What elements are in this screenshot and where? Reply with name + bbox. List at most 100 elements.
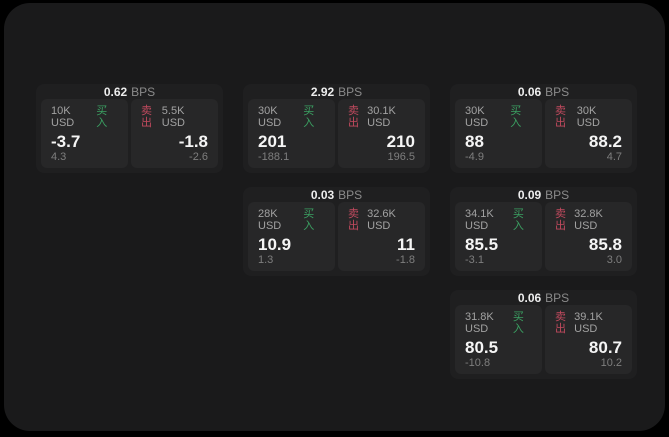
buy-side-label: 买入	[512, 208, 524, 232]
card-header: 2.92 BPS	[248, 84, 425, 99]
sell-amount: 32.6K USD	[367, 208, 396, 232]
sell-price: -1.8	[178, 132, 208, 151]
buy-price: 201	[258, 132, 287, 151]
sell-price: 210	[386, 132, 415, 151]
bps-value: 0.62	[103, 84, 128, 99]
buy-side-label: 买入	[303, 208, 315, 232]
sell-panel[interactable]: 卖出 32.6K USD 11 -1.8	[338, 202, 425, 271]
sell-panel[interactable]: 卖出 5.5K USD -1.8 -2.6	[131, 99, 218, 168]
sell-change: -2.6	[189, 151, 208, 163]
sell-panel[interactable]: 卖出 39.1K USD 80.7 10.2	[545, 305, 632, 374]
card-body: 28K USD 买入 10.9 1.3 卖出 32.6K USD 11 -1.8	[248, 202, 425, 271]
sell-panel-top: 卖出 5.5K USD	[141, 105, 208, 129]
bps-unit-label: BPS	[338, 187, 363, 202]
bps-unit-label: BPS	[338, 84, 363, 99]
sell-price: 88.2	[588, 132, 622, 151]
card-body: 34.1K USD 买入 85.5 -3.1 卖出 32.8K USD 85.8…	[455, 202, 632, 271]
buy-panel[interactable]: 28K USD 买入 10.9 1.3	[248, 202, 335, 271]
sell-panel[interactable]: 卖出 30K USD 88.2 4.7	[545, 99, 632, 168]
bps-unit-label: BPS	[545, 187, 570, 202]
sell-side-label: 卖出	[141, 105, 152, 129]
buy-price: 88	[465, 132, 484, 151]
quote-card: 0.62 BPS 10K USD 买入 -3.7 4.3 卖出 5.5K USD…	[36, 84, 223, 173]
sell-price: 11	[397, 235, 415, 254]
buy-side-label: 买入	[96, 105, 108, 129]
sell-panel-top: 卖出 32.6K USD	[348, 208, 415, 232]
buy-amount: 34.1K USD	[465, 208, 494, 232]
buy-panel[interactable]: 10K USD 买入 -3.7 4.3	[41, 99, 128, 168]
buy-panel-top: 10K USD 买入	[51, 105, 118, 129]
quote-card: 0.06 BPS 31.8K USD 买入 80.5 -10.8 卖出 39.1…	[450, 290, 637, 379]
buy-price: -3.7	[51, 132, 81, 151]
buy-side-label: 买入	[303, 105, 315, 129]
buy-panel-top: 28K USD 买入	[258, 208, 325, 232]
bps-value: 0.06	[517, 84, 542, 99]
buy-amount: 30K USD	[465, 105, 489, 129]
buy-amount: 10K USD	[51, 105, 75, 129]
card-header: 0.03 BPS	[248, 187, 425, 202]
sell-panel-top: 卖出 32.8K USD	[555, 208, 622, 232]
buy-change: -4.9	[465, 151, 484, 163]
bps-unit-label: BPS	[131, 84, 156, 99]
bps-unit-label: BPS	[545, 84, 570, 99]
sell-side-label: 卖出	[555, 105, 566, 129]
buy-panel-top: 30K USD 买入	[258, 105, 325, 129]
sell-change: 196.5	[387, 151, 415, 163]
bps-value: 0.06	[517, 290, 542, 305]
sell-amount: 5.5K USD	[161, 105, 186, 129]
buy-panel-top: 31.8K USD 买入	[465, 311, 532, 335]
buy-panel-top: 30K USD 买入	[465, 105, 532, 129]
quote-card: 2.92 BPS 30K USD 买入 201 -188.1 卖出 30.1K …	[243, 84, 430, 173]
buy-amount: 28K USD	[258, 208, 282, 232]
sell-price: 80.7	[588, 338, 622, 357]
card-body: 30K USD 买入 88 -4.9 卖出 30K USD 88.2 4.7	[455, 99, 632, 168]
card-header: 0.09 BPS	[455, 187, 632, 202]
sell-change: 3.0	[606, 254, 622, 266]
buy-panel[interactable]: 30K USD 买入 201 -188.1	[248, 99, 335, 168]
sell-amount: 39.1K USD	[574, 311, 603, 335]
sell-price: 85.8	[588, 235, 622, 254]
sell-panel-top: 卖出 30K USD	[555, 105, 622, 129]
buy-side-label: 买入	[510, 105, 522, 129]
buy-change: -10.8	[465, 357, 491, 369]
bps-value: 0.09	[517, 187, 542, 202]
card-body: 31.8K USD 买入 80.5 -10.8 卖出 39.1K USD 80.…	[455, 305, 632, 374]
sell-amount: 32.8K USD	[574, 208, 603, 232]
quote-card: 0.06 BPS 30K USD 买入 88 -4.9 卖出 30K USD 8…	[450, 84, 637, 173]
card-body: 30K USD 买入 201 -188.1 卖出 30.1K USD 210 1…	[248, 99, 425, 168]
buy-panel[interactable]: 34.1K USD 买入 85.5 -3.1	[455, 202, 542, 271]
buy-price: 80.5	[465, 338, 499, 357]
sell-panel-top: 卖出 30.1K USD	[348, 105, 415, 129]
card-body: 10K USD 买入 -3.7 4.3 卖出 5.5K USD -1.8 -2.…	[41, 99, 218, 168]
app-window: 0.62 BPS 10K USD 买入 -3.7 4.3 卖出 5.5K USD…	[4, 3, 665, 431]
buy-amount: 30K USD	[258, 105, 282, 129]
buy-side-label: 买入	[512, 311, 524, 335]
buy-panel[interactable]: 30K USD 买入 88 -4.9	[455, 99, 542, 168]
sell-side-label: 卖出	[555, 208, 566, 232]
buy-change: 4.3	[51, 151, 67, 163]
buy-price: 10.9	[258, 235, 292, 254]
bps-value: 0.03	[310, 187, 335, 202]
sell-panel[interactable]: 卖出 30.1K USD 210 196.5	[338, 99, 425, 168]
card-header: 0.06 BPS	[455, 290, 632, 305]
sell-change: 4.7	[606, 151, 622, 163]
card-header: 0.62 BPS	[41, 84, 218, 99]
sell-side-label: 卖出	[555, 311, 566, 335]
card-header: 0.06 BPS	[455, 84, 632, 99]
buy-price: 85.5	[465, 235, 499, 254]
sell-side-label: 卖出	[348, 105, 359, 129]
quote-card: 0.03 BPS 28K USD 买入 10.9 1.3 卖出 32.6K US…	[243, 187, 430, 276]
buy-change: -3.1	[465, 254, 484, 266]
quote-card: 0.09 BPS 34.1K USD 买入 85.5 -3.1 卖出 32.8K…	[450, 187, 637, 276]
sell-side-label: 卖出	[348, 208, 359, 232]
buy-panel[interactable]: 31.8K USD 买入 80.5 -10.8	[455, 305, 542, 374]
buy-panel-top: 34.1K USD 买入	[465, 208, 532, 232]
buy-change: -188.1	[258, 151, 290, 163]
buy-change: 1.3	[258, 254, 274, 266]
buy-amount: 31.8K USD	[465, 311, 494, 335]
sell-panel[interactable]: 卖出 32.8K USD 85.8 3.0	[545, 202, 632, 271]
sell-amount: 30K USD	[576, 105, 600, 129]
quote-cards-grid: 0.62 BPS 10K USD 买入 -3.7 4.3 卖出 5.5K USD…	[36, 84, 637, 379]
sell-change: 10.2	[600, 357, 622, 369]
bps-unit-label: BPS	[545, 290, 570, 305]
